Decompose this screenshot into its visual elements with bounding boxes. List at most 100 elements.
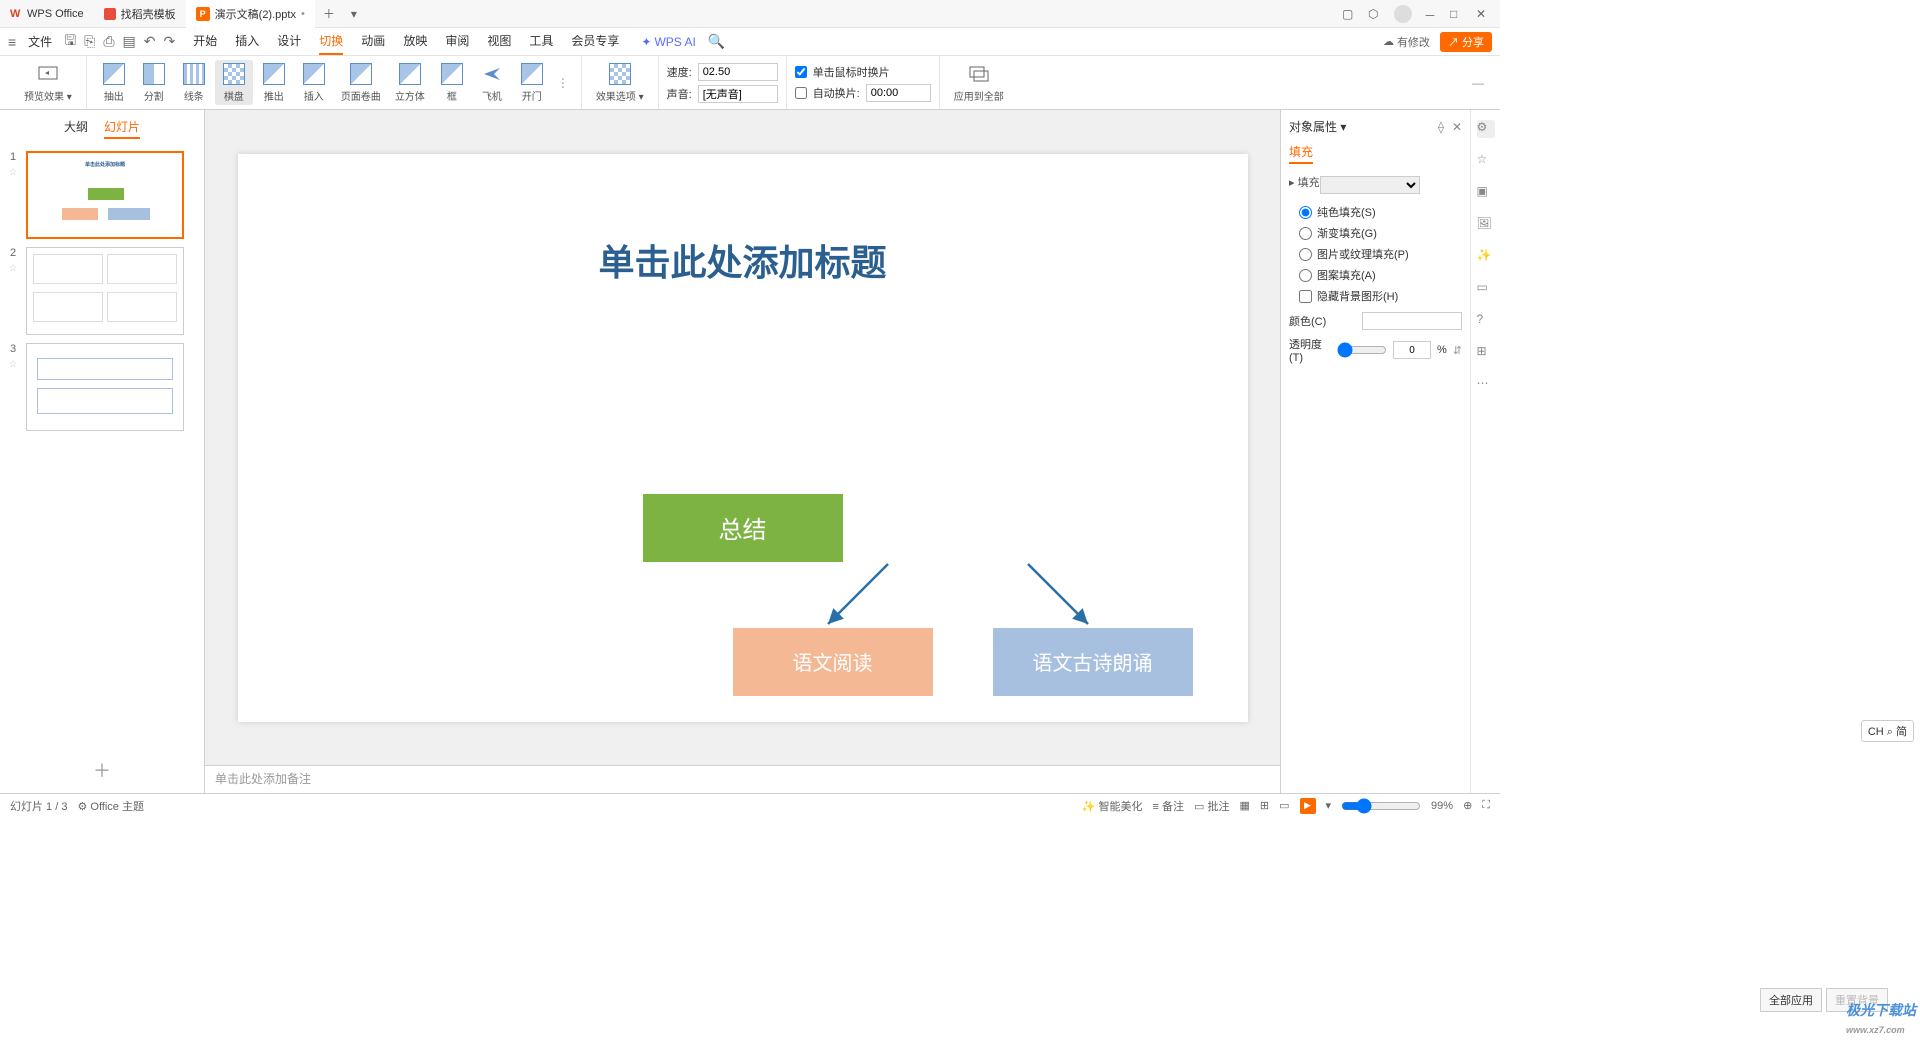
tab-slideshow[interactable]: 放映 [403, 28, 427, 55]
opacity-input[interactable] [1393, 341, 1431, 359]
slideshow-button[interactable]: ▶ [1300, 798, 1316, 814]
outline-tab[interactable]: 大纲 [64, 116, 88, 139]
comments-toggle[interactable]: ▭ 批注 [1194, 798, 1229, 814]
hide-bg-checkbox[interactable] [1299, 290, 1312, 303]
close-button[interactable]: ✕ [1476, 7, 1490, 21]
tab-transition[interactable]: 切换 [319, 28, 343, 55]
cube-icon[interactable]: ⬡ [1368, 7, 1382, 21]
share-button[interactable]: ↗ 分享 [1440, 32, 1492, 52]
opacity-slider[interactable] [1337, 342, 1387, 358]
transition-checkerboard[interactable]: 棋盘 [215, 60, 253, 105]
layout-icon[interactable]: ▢ [1342, 7, 1356, 21]
star-icon[interactable]: ☆ [9, 167, 18, 178]
slideshow-dropdown[interactable]: ▾ [1326, 799, 1332, 812]
summary-node[interactable]: 总结 [643, 494, 843, 562]
rail-layers-icon[interactable]: ▣ [1477, 184, 1495, 202]
rail-star-icon[interactable]: ☆ [1477, 152, 1495, 170]
transition-lines[interactable]: 线条 [175, 60, 213, 105]
left-node[interactable]: 语文阅读 [733, 628, 933, 696]
right-node[interactable]: 语文古诗朗诵 [993, 628, 1193, 696]
fill-gradient-radio[interactable] [1299, 227, 1312, 240]
rail-help-icon[interactable]: ? [1477, 312, 1495, 330]
notes-toggle[interactable]: ≡ 备注 [1153, 798, 1184, 814]
tab-start[interactable]: 开始 [193, 28, 217, 55]
rail-book-icon[interactable]: ▭ [1477, 280, 1495, 298]
tab-tools[interactable]: 工具 [529, 28, 553, 55]
rail-more-icon[interactable]: ⋯ [1477, 376, 1495, 394]
preview-button[interactable]: 预览效果 ▾ [18, 60, 78, 105]
tab-template[interactable]: 找稻壳模板 [94, 0, 186, 28]
slides-tab[interactable]: 幻灯片 [104, 116, 140, 139]
effect-options-button[interactable]: 效果选项 ▾ [590, 60, 650, 105]
transition-doors[interactable]: 开门 [513, 60, 551, 105]
export-icon[interactable]: ⎘ [84, 33, 95, 50]
fill-pattern-radio[interactable] [1299, 269, 1312, 282]
maximize-button[interactable]: □ [1450, 7, 1464, 21]
view-normal-icon[interactable]: ▦ [1239, 799, 1249, 812]
fill-tab[interactable]: 填充 [1289, 143, 1313, 164]
slide-thumb-3[interactable] [26, 343, 184, 431]
add-slide-button[interactable]: ＋ [0, 747, 204, 793]
undo-icon[interactable]: ↶ [144, 33, 156, 50]
expand-button[interactable]: ⛶ [1482, 799, 1490, 812]
theme-indicator[interactable]: ⚙ Office 主题 [77, 798, 144, 814]
transition-push[interactable]: 推出 [255, 60, 293, 105]
redo-icon[interactable]: ↷ [164, 33, 176, 50]
file-menu[interactable]: 文件 [24, 33, 56, 50]
tab-add-button[interactable]: ＋ [315, 5, 343, 22]
tab-insert[interactable]: 插入 [235, 28, 259, 55]
ribbon-collapse[interactable]: — [1466, 76, 1490, 90]
slide-thumb-1[interactable]: 单击此处添加标题 [26, 151, 184, 239]
ime-indicator[interactable]: CH ⌕ 简 [1861, 720, 1914, 742]
color-picker[interactable] [1362, 312, 1462, 330]
tab-animation[interactable]: 动画 [361, 28, 385, 55]
tab-menu-button[interactable]: ▾ [343, 7, 365, 21]
view-reading-icon[interactable]: ▭ [1279, 799, 1289, 812]
save-icon[interactable]: 🖫 [64, 30, 76, 54]
tab-design[interactable]: 设计 [277, 28, 301, 55]
rail-settings-icon[interactable]: ⚙ [1477, 120, 1495, 138]
search-icon[interactable]: 🔍 [708, 33, 725, 50]
rail-toolbox-icon[interactable]: ⊞ [1477, 344, 1495, 362]
notes-bar[interactable]: 单击此处添加备注 [205, 765, 1280, 793]
tab-member[interactable]: 会员专享 [571, 28, 619, 55]
sound-select[interactable] [698, 85, 778, 103]
tab-view[interactable]: 视图 [487, 28, 511, 55]
transition-insert[interactable]: 插入 [295, 60, 333, 105]
menu-icon[interactable]: ≡ [8, 34, 16, 50]
fill-picture-radio[interactable] [1299, 248, 1312, 261]
fill-preset-select[interactable] [1320, 176, 1420, 194]
star-icon[interactable]: ☆ [9, 263, 18, 274]
speed-input[interactable] [698, 63, 778, 81]
zoom-slider[interactable] [1341, 798, 1421, 814]
transition-pagecurl[interactable]: 页面卷曲 [335, 60, 387, 105]
slide-canvas[interactable]: 单击此处添加标题 总结 语文阅读 语文古诗朗诵 [238, 154, 1248, 722]
preview-icon[interactable]: ▤ [123, 33, 136, 50]
transition-box[interactable]: 框 [433, 60, 471, 105]
apply-all-button[interactable]: 应用到全部 [948, 60, 1010, 105]
canvas-scroll[interactable]: 单击此处添加标题 总结 语文阅读 语文古诗朗诵 [205, 110, 1280, 765]
transition-cube[interactable]: 立方体 [389, 60, 431, 105]
rail-image-icon[interactable]: 🖼 [1477, 216, 1495, 234]
tab-wps-office[interactable]: W WPS Office [0, 0, 94, 28]
fill-solid-radio[interactable] [1299, 206, 1312, 219]
tab-review[interactable]: 审阅 [445, 28, 469, 55]
transition-split[interactable]: 分割 [135, 60, 173, 105]
smart-beautify-button[interactable]: ✨ 智能美化 [1082, 798, 1143, 814]
pin-icon[interactable]: ⟠ [1438, 120, 1444, 134]
transition-airplane[interactable]: 飞机 [473, 60, 511, 105]
close-panel-icon[interactable]: ✕ [1452, 120, 1462, 134]
auto-advance-checkbox[interactable] [795, 87, 807, 99]
avatar-icon[interactable] [1394, 5, 1412, 23]
fit-button[interactable]: ⊕ [1463, 799, 1472, 812]
stepper-icon[interactable]: ⇵ [1453, 344, 1462, 357]
minimize-button[interactable]: － [1424, 7, 1438, 21]
transitions-more[interactable]: ⋮ [553, 76, 573, 90]
auto-time-input[interactable] [866, 84, 931, 102]
modify-indicator[interactable]: ☁ 有修改 [1383, 34, 1430, 50]
tab-current-file[interactable]: P 演示文稿(2).pptx • [186, 0, 315, 28]
click-advance-checkbox[interactable] [795, 66, 807, 78]
star-icon[interactable]: ☆ [9, 359, 18, 370]
transition-extract[interactable]: 抽出 [95, 60, 133, 105]
print-icon[interactable]: ⎙ [103, 33, 114, 50]
